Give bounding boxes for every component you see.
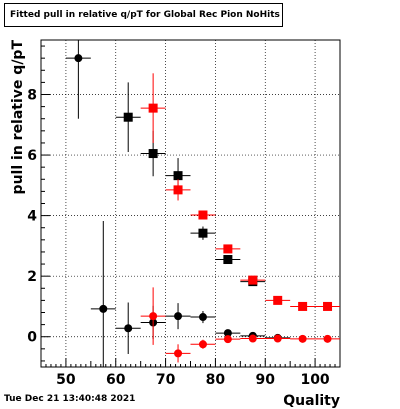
y-tick-label: 8 bbox=[27, 88, 37, 104]
circle-marker bbox=[174, 312, 183, 321]
y-axis-label: pull in relative q/pT bbox=[10, 40, 26, 195]
data-point bbox=[215, 255, 241, 265]
circle-marker bbox=[223, 335, 232, 344]
x-tick-label: 80 bbox=[206, 372, 226, 388]
data-point bbox=[315, 301, 340, 311]
square-marker bbox=[298, 301, 308, 311]
data-point bbox=[290, 301, 316, 311]
data-point bbox=[190, 339, 216, 349]
square-marker bbox=[173, 171, 183, 181]
square-marker bbox=[173, 185, 183, 195]
square-marker bbox=[223, 255, 233, 265]
axis-ticks bbox=[40, 45, 341, 367]
square-marker bbox=[148, 149, 158, 159]
data-point bbox=[140, 73, 166, 143]
data-marks bbox=[65, 40, 340, 367]
y-tick-label: 6 bbox=[27, 148, 37, 164]
x-axis-label: Quality bbox=[283, 393, 340, 409]
data-point bbox=[165, 303, 191, 330]
data-point bbox=[265, 295, 291, 305]
square-marker bbox=[223, 244, 233, 254]
tick-labels: 50 60 70 80 90 100 0 2 4 6 8 bbox=[27, 88, 330, 389]
circle-marker bbox=[149, 312, 158, 321]
circle-marker bbox=[273, 334, 282, 343]
x-tick-label: 70 bbox=[156, 372, 176, 388]
square-marker bbox=[273, 295, 283, 305]
data-point bbox=[90, 221, 116, 367]
y-tick-label: 4 bbox=[27, 209, 37, 225]
data-point bbox=[115, 82, 141, 153]
data-point bbox=[190, 210, 216, 220]
timestamp: Tue Dec 21 13:40:48 2021 bbox=[4, 394, 136, 404]
data-point bbox=[65, 40, 91, 119]
square-marker bbox=[198, 210, 208, 220]
data-point bbox=[290, 334, 316, 343]
data-point bbox=[190, 310, 216, 324]
x-tick-label: 50 bbox=[56, 372, 76, 388]
square-marker bbox=[198, 228, 208, 238]
x-tick-label: 90 bbox=[256, 372, 276, 388]
circle-marker bbox=[323, 334, 332, 343]
data-point bbox=[240, 334, 266, 343]
data-point bbox=[140, 287, 166, 345]
data-point bbox=[265, 334, 291, 343]
circle-marker bbox=[99, 304, 108, 313]
x-tick-label: 60 bbox=[106, 372, 126, 388]
x-tick-label: 100 bbox=[300, 372, 329, 388]
y-tick-label: 2 bbox=[27, 269, 37, 285]
circle-marker bbox=[298, 334, 307, 343]
data-point bbox=[240, 275, 266, 285]
data-point bbox=[190, 226, 216, 240]
circle-marker bbox=[74, 54, 83, 63]
circle-marker bbox=[174, 349, 183, 358]
chart-title: Fitted pull in relative q/pT for Global … bbox=[4, 3, 283, 27]
circle-marker bbox=[223, 329, 232, 338]
square-marker bbox=[148, 103, 158, 113]
data-point bbox=[115, 302, 141, 354]
circle-marker bbox=[124, 324, 133, 333]
y-tick-label: 0 bbox=[27, 330, 37, 346]
data-point bbox=[315, 334, 340, 343]
square-marker bbox=[323, 301, 333, 311]
square-marker bbox=[123, 112, 133, 122]
square-marker bbox=[248, 275, 258, 285]
data-point bbox=[165, 344, 191, 363]
plot-frame bbox=[40, 39, 341, 368]
circle-marker bbox=[248, 334, 257, 343]
grid-lines bbox=[41, 40, 340, 367]
data-point bbox=[215, 335, 241, 344]
circle-marker bbox=[198, 340, 207, 349]
data-point bbox=[165, 179, 191, 201]
data-point bbox=[215, 244, 241, 254]
data-point bbox=[215, 329, 241, 338]
circle-marker bbox=[198, 313, 207, 322]
